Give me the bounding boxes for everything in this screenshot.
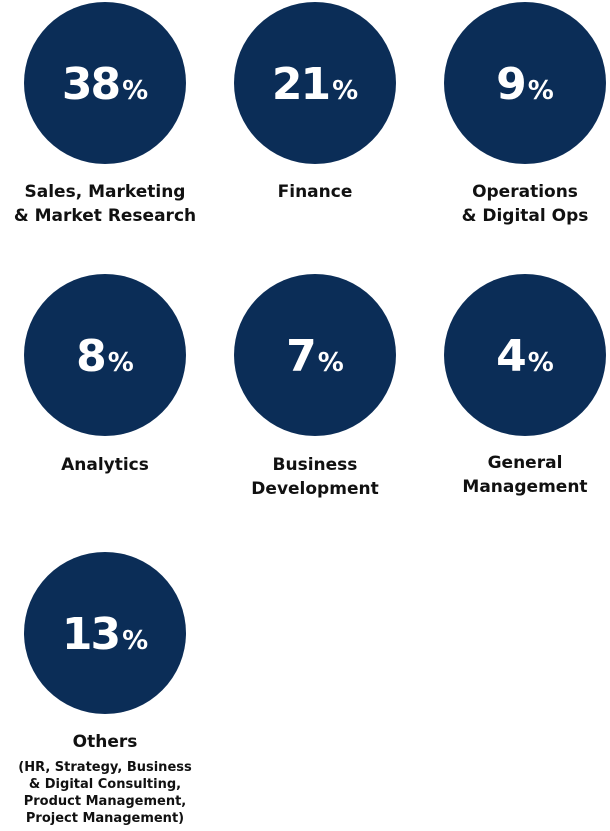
stat-item: 8 % Analytics (24, 274, 186, 475)
stat-item: 38 % Sales, Marketing & Market Research (14, 2, 196, 226)
stat-unit: % (108, 348, 134, 378)
stat-number: 8 (76, 331, 105, 382)
stat-item: 13 % Others (HR, Strategy, Business & Digita… (18, 552, 192, 826)
stat-label: Analytics (61, 455, 149, 475)
stat-label: & Market Research (14, 206, 196, 226)
stat-note: Project Management) (26, 811, 184, 826)
stat-number: 38 (62, 59, 119, 110)
stat-circle (24, 274, 186, 436)
stat-unit: % (332, 76, 358, 106)
stat-number: 9 (496, 59, 525, 110)
stat-circle (24, 552, 186, 714)
stat-label: Development (251, 479, 378, 499)
stat-label: Business (273, 455, 358, 475)
stat-value: 9% (496, 59, 554, 110)
stat-note: & Digital Consulting, (29, 777, 181, 792)
stat-circle (24, 2, 186, 164)
stat-item: 21 % Finance (234, 2, 396, 202)
stat-circle (234, 2, 396, 164)
stat-value: 38% (62, 59, 148, 110)
stat-circle (234, 274, 396, 436)
stat-label: Management (462, 477, 587, 497)
stat-number: 21 (272, 59, 329, 110)
stat-item: 7 % Business Development (234, 274, 396, 499)
stat-circle (444, 274, 606, 436)
stat-number: 13 (62, 609, 119, 660)
stat-value: 21% (272, 59, 358, 110)
stat-note: (HR, Strategy, Business (18, 760, 192, 775)
stat-label: General (488, 453, 563, 473)
stat-number: 4 (496, 331, 525, 382)
stat-value: 7% (286, 331, 344, 382)
stat-circle (444, 2, 606, 164)
stat-unit: % (528, 348, 554, 378)
stat-value: 8% (76, 331, 134, 382)
stat-unit: % (318, 348, 344, 378)
stat-label: & Digital Ops (462, 206, 589, 226)
stat-label: Others (73, 732, 138, 752)
stat-label: Sales, Marketing (25, 182, 186, 202)
stat-value: 4% (496, 331, 554, 382)
stat-item: 9 % Operations & Digital Ops (444, 2, 606, 226)
stat-unit: % (122, 76, 148, 106)
stat-value: 13% (62, 609, 148, 660)
stat-note: Product Management, (24, 794, 187, 809)
stat-number: 7 (286, 331, 315, 382)
stat-label: Finance (278, 182, 353, 202)
stat-item: 4 % General Management (444, 274, 606, 497)
stat-unit: % (528, 76, 554, 106)
stat-unit: % (122, 626, 148, 656)
stat-label: Operations (472, 182, 578, 202)
